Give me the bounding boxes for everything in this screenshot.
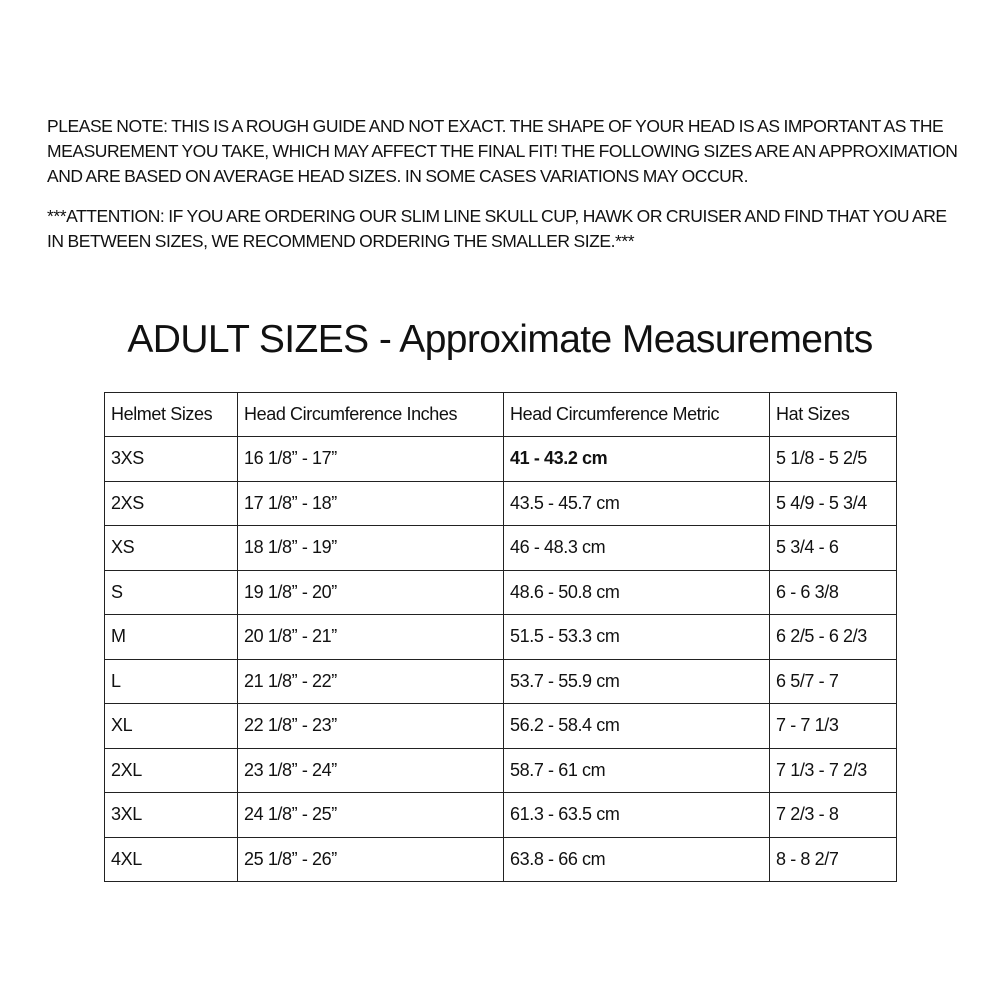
table-header-row: Helmet Sizes Head Circumference Inches H… bbox=[104, 392, 897, 437]
metric-cell: 48.6 - 50.8 cm bbox=[503, 569, 770, 615]
hat-size-cell: 6 - 6 3/8 bbox=[769, 569, 897, 615]
hat-size-cell: 7 1/3 - 7 2/3 bbox=[769, 747, 897, 793]
inches-cell: 20 1/8” - 21” bbox=[237, 614, 504, 660]
page-title: ADULT SIZES - Approximate Measurements bbox=[127, 318, 873, 361]
hat-size-cell: 7 - 7 1/3 bbox=[769, 703, 897, 749]
table-row: XL 22 1/8” - 23” 56.2 - 58.4 cm 7 - 7 1/3 bbox=[104, 703, 897, 749]
header-helmet-sizes: Helmet Sizes bbox=[104, 392, 238, 437]
inches-cell: 19 1/8” - 20” bbox=[237, 569, 504, 615]
attention-text: ***ATTENTION: IF YOU ARE ORDERING OUR SL… bbox=[47, 206, 947, 251]
inches-cell: 24 1/8” - 25” bbox=[237, 792, 504, 838]
header-inches: Head Circumference Inches bbox=[237, 392, 504, 437]
helmet-size-cell: 3XS bbox=[104, 436, 238, 482]
table-row: 2XS 17 1/8” - 18” 43.5 - 45.7 cm 5 4/9 - 5 … bbox=[104, 480, 897, 526]
hat-size-cell: 6 2/5 - 6 2/3 bbox=[769, 614, 897, 660]
hat-size-cell: 7 2/3 - 8 bbox=[769, 792, 897, 838]
metric-cell: 56.2 - 58.4 cm bbox=[503, 703, 770, 749]
inches-cell: 25 1/8” - 26” bbox=[237, 836, 504, 882]
helmet-size-cell: 2XS bbox=[104, 480, 238, 526]
helmet-size-cell: 2XL bbox=[104, 747, 238, 793]
helmet-size-cell: M bbox=[104, 614, 238, 660]
hat-size-cell: 5 3/4 - 6 bbox=[769, 525, 897, 571]
hat-size-cell: 8 - 8 2/7 bbox=[769, 836, 897, 882]
size-table: Helmet Sizes Head Circumference Inches H… bbox=[104, 392, 897, 882]
table-row: 4XL 25 1/8” - 26” 63.8 - 66 cm 8 - 8 2/7 bbox=[104, 836, 897, 882]
header-metric: Head Circumference Metric bbox=[503, 392, 770, 437]
inches-cell: 17 1/8” - 18” bbox=[237, 480, 504, 526]
table-row: XS 18 1/8” - 19” 46 - 48.3 cm 5 3/4 - 6 bbox=[104, 525, 897, 571]
table-row: S 19 1/8” - 20” 48.6 - 50.8 cm 6 - 6 3/8 bbox=[104, 569, 897, 615]
metric-cell: 46 - 48.3 cm bbox=[503, 525, 770, 571]
metric-cell: 41 - 43.2 cm bbox=[503, 436, 770, 482]
inches-cell: 23 1/8” - 24” bbox=[237, 747, 504, 793]
table-row: 3XS 16 1/8” - 17” 41 - 43.2 cm 5 1/8 - 5 2/… bbox=[104, 436, 897, 482]
metric-cell: 53.7 - 55.9 cm bbox=[503, 658, 770, 704]
metric-cell: 51.5 - 53.3 cm bbox=[503, 614, 770, 660]
hat-size-cell: 5 1/8 - 5 2/5 bbox=[769, 436, 897, 482]
helmet-size-cell: XS bbox=[104, 525, 238, 571]
table-row: L 21 1/8” - 22” 53.7 - 55.9 cm 6 5/7 - 7 bbox=[104, 658, 897, 704]
helmet-size-cell: L bbox=[104, 658, 238, 704]
table-row: 2XL 23 1/8” - 24” 58.7 - 61 cm 7 1/3 - 7 2/… bbox=[104, 747, 897, 793]
header-hat-sizes: Hat Sizes bbox=[769, 392, 897, 437]
inches-cell: 18 1/8” - 19” bbox=[237, 525, 504, 571]
inches-cell: 21 1/8” - 22” bbox=[237, 658, 504, 704]
hat-size-cell: 6 5/7 - 7 bbox=[769, 658, 897, 704]
helmet-size-cell: S bbox=[104, 569, 238, 615]
metric-cell: 43.5 - 45.7 cm bbox=[503, 480, 770, 526]
table-row: M 20 1/8” - 21” 51.5 - 53.3 cm 6 2/5 - 6 2/… bbox=[104, 614, 897, 660]
helmet-size-cell: XL bbox=[104, 703, 238, 749]
hat-size-cell: 5 4/9 - 5 3/4 bbox=[769, 480, 897, 526]
metric-cell: 63.8 - 66 cm bbox=[503, 836, 770, 882]
metric-cell: 61.3 - 63.5 cm bbox=[503, 792, 770, 838]
helmet-size-cell: 4XL bbox=[104, 836, 238, 882]
metric-cell: 58.7 - 61 cm bbox=[503, 747, 770, 793]
table-row: 3XL 24 1/8” - 25” 61.3 - 63.5 cm 7 2/3 - 8 bbox=[104, 792, 897, 838]
please-note-text: PLEASE NOTE: THIS IS A ROUGH GUIDE AND N… bbox=[47, 116, 958, 186]
helmet-size-cell: 3XL bbox=[104, 792, 238, 838]
inches-cell: 22 1/8” - 23” bbox=[237, 703, 504, 749]
inches-cell: 16 1/8” - 17” bbox=[237, 436, 504, 482]
